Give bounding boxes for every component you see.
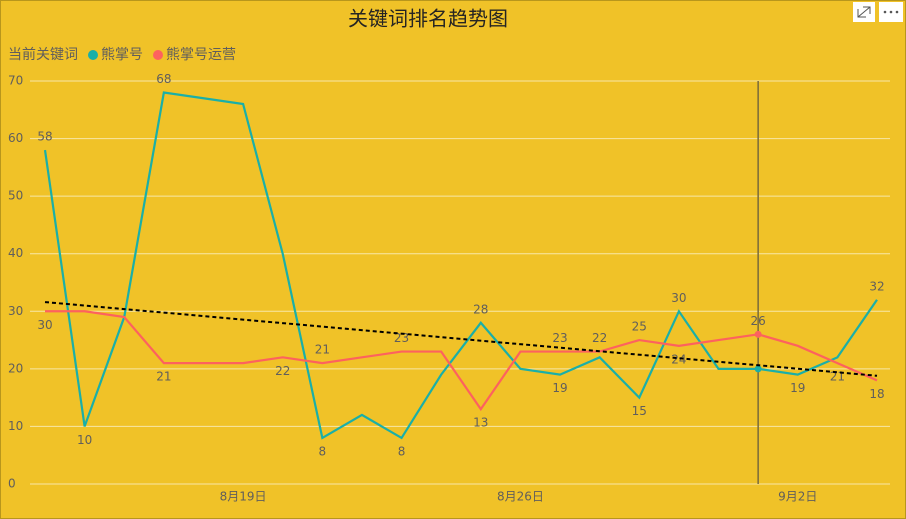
series-line [45, 310, 878, 412]
data-label: 8 [398, 444, 406, 458]
y-tick-label: 50 [8, 189, 23, 203]
series-line [43, 91, 878, 440]
data-label: 10 [77, 433, 92, 447]
x-tick-label: 8月26日 [497, 490, 544, 504]
x-tick-label: 9月2日 [778, 490, 817, 504]
data-label: 13 [473, 416, 488, 430]
y-tick-label: 0 [8, 477, 16, 491]
data-label: 21 [315, 343, 330, 357]
data-label: 18 [869, 387, 884, 401]
y-tick-label: 40 [8, 246, 23, 260]
data-label: 28 [473, 302, 488, 316]
y-tick-label: 20 [8, 361, 23, 375]
trend-line [44, 301, 878, 377]
legend-label: 熊掌号运营 [166, 47, 236, 63]
data-label: 58 [37, 130, 52, 144]
data-label: 30 [671, 291, 686, 305]
focus-icon [857, 6, 871, 18]
data-label: 68 [156, 72, 171, 86]
data-label: 23 [552, 331, 567, 345]
y-tick-label: 70 [8, 74, 23, 88]
legend-label: 熊掌号 [101, 47, 143, 63]
data-label: 19 [790, 381, 805, 395]
x-tick-label: 8月19日 [220, 490, 267, 504]
data-label: 21 [830, 370, 845, 384]
dot [883, 10, 887, 14]
chart-title: 关键词排名趋势图 [348, 7, 508, 31]
data-label: 15 [632, 404, 647, 418]
focus-button[interactable] [853, 2, 875, 22]
data-label: 23 [394, 331, 409, 345]
data-label: 22 [592, 331, 607, 345]
legend-marker [153, 50, 163, 60]
data-label: 22 [275, 364, 290, 378]
legend-title: 当前关键词 [8, 46, 78, 63]
legend-marker [88, 50, 98, 60]
cursor-point [754, 330, 762, 338]
y-tick-label: 30 [8, 304, 23, 318]
dot [895, 10, 899, 14]
data-label: 19 [552, 381, 567, 395]
y-tick-label: 60 [8, 131, 23, 145]
y-tick-label: 10 [8, 419, 23, 433]
data-label: 26 [751, 314, 766, 328]
data-label: 30 [37, 318, 52, 332]
more-button[interactable] [879, 2, 903, 22]
data-label: 25 [632, 320, 647, 334]
data-label: 8 [319, 444, 327, 458]
dot [889, 10, 893, 14]
cursor-point [754, 365, 762, 373]
data-label: 32 [869, 279, 884, 293]
data-label: 24 [671, 352, 686, 366]
data-label: 21 [156, 370, 171, 384]
